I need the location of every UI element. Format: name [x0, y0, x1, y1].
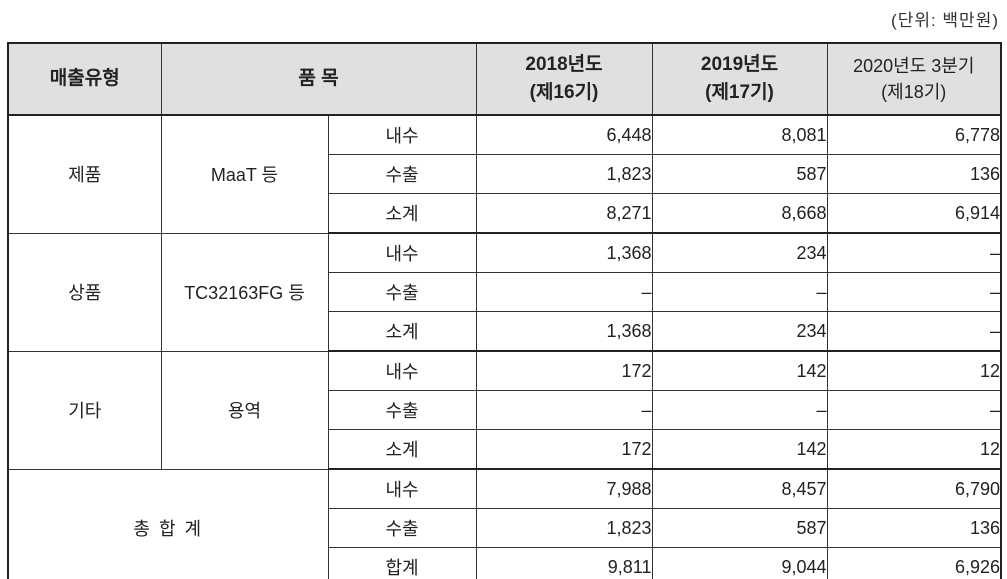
cell-value-2019: 234 — [651, 311, 828, 352]
col-header-sales-type: 매출유형 — [7, 42, 162, 116]
cell-item-product: MaaT 등 — [160, 114, 329, 234]
cell-value-2018: 7,988 — [475, 468, 653, 509]
header-row: 매출유형 품 목 2018년도 (제16기) 2019년도 (제17기) 202… — [7, 42, 1002, 116]
cell-item-goods: TC32163FG 등 — [160, 232, 329, 352]
cell-value-2020: – — [826, 272, 1002, 312]
table-row: 합계 9,811 9,044 6,926 — [8, 547, 1002, 579]
cell-value-2019: 587 — [651, 508, 828, 548]
cell-value-2019: 9,044 — [651, 547, 828, 579]
table-row: 수출 – – – — [8, 272, 1002, 312]
cell-value-2018: 1,823 — [475, 508, 653, 548]
cell-row-label: 소계 — [327, 193, 477, 234]
col-header-2020: 2020년도 3분기 (제18기) — [826, 42, 1002, 116]
table-body: 제품 MaaT 등 내수 6,448 8,081 6,778 수출 1,823 … — [7, 114, 1002, 579]
table-row: 소계 8,271 8,668 6,914 — [8, 193, 1002, 234]
cell-value-2019: 142 — [651, 350, 828, 391]
unit-note: (단위: 백만원) — [891, 11, 999, 30]
cell-grand-total-label: 총 합 계 — [7, 468, 329, 579]
sales-by-type-table: 매출유형 품 목 2018년도 (제16기) 2019년도 (제17기) 202… — [7, 42, 1002, 579]
cell-value-2018: 8,271 — [475, 193, 653, 234]
cell-value-2018: 172 — [475, 429, 653, 470]
table-row: 소계 172 142 12 — [8, 429, 1002, 470]
cell-value-2018: – — [475, 390, 653, 430]
cell-value-2020: 6,926 — [826, 547, 1002, 579]
cell-value-2020: – — [826, 390, 1002, 430]
cell-value-2020: – — [826, 232, 1002, 273]
cell-row-label: 수출 — [327, 272, 477, 312]
cell-value-2020: 136 — [826, 154, 1002, 194]
table-row: 상품 TC32163FG 등 내수 1,368 234 – — [7, 232, 1002, 352]
cell-sales-type-goods: 상품 — [7, 232, 162, 352]
cell-value-2020: 6,778 — [826, 114, 1002, 155]
col-header-2018: 2018년도 (제16기) — [475, 42, 653, 116]
table-row: 소계 1,368 234 – — [8, 311, 1002, 352]
cell-value-2019: 587 — [651, 154, 828, 194]
cell-value-2018: 1,368 — [475, 311, 653, 352]
cell-row-label: 내수 — [327, 468, 477, 509]
cell-sales-type-other: 기타 — [7, 350, 162, 470]
cell-value-2020: 12 — [826, 350, 1002, 391]
cell-row-label: 내수 — [327, 232, 477, 273]
cell-value-2018: 6,448 — [475, 114, 653, 155]
cell-value-2020: 136 — [826, 508, 1002, 548]
cell-value-2019: – — [651, 272, 828, 312]
cell-value-2020: 6,914 — [826, 193, 1002, 234]
cell-value-2018: – — [475, 272, 653, 312]
cell-value-2019: – — [651, 390, 828, 430]
table-row: 제품 MaaT 등 내수 6,448 8,081 6,778 — [7, 114, 1002, 234]
cell-sales-type-product: 제품 — [7, 114, 162, 234]
cell-row-label: 소계 — [327, 311, 477, 352]
cell-row-label: 소계 — [327, 429, 477, 470]
cell-value-2019: 8,668 — [651, 193, 828, 234]
col-header-2019: 2019년도 (제17기) — [651, 42, 828, 116]
cell-row-label: 수출 — [327, 154, 477, 194]
cell-row-label: 수출 — [327, 508, 477, 548]
cell-row-label: 합계 — [327, 547, 477, 579]
table-row: 총 합 계 내수 7,988 8,457 6,790 — [7, 468, 1002, 579]
table-row: 수출 1,823 587 136 — [8, 508, 1002, 548]
cell-value-2019: 142 — [651, 429, 828, 470]
cell-value-2018: 172 — [475, 350, 653, 391]
cell-value-2018: 1,368 — [475, 232, 653, 273]
cell-value-2019: 234 — [651, 232, 828, 273]
cell-value-2020: – — [826, 311, 1002, 352]
table-header: 매출유형 품 목 2018년도 (제16기) 2019년도 (제17기) 202… — [7, 42, 1002, 116]
col-header-item: 품 목 — [160, 42, 477, 116]
cell-value-2019: 8,457 — [651, 468, 828, 509]
table-row: 수출 – – – — [8, 390, 1002, 430]
cell-value-2018: 9,811 — [475, 547, 653, 579]
cell-value-2018: 1,823 — [475, 154, 653, 194]
cell-row-label: 내수 — [327, 350, 477, 391]
cell-value-2019: 8,081 — [651, 114, 828, 155]
cell-row-label: 내수 — [327, 114, 477, 155]
table-row: 수출 1,823 587 136 — [8, 154, 1002, 194]
cell-row-label: 수출 — [327, 390, 477, 430]
cell-item-other: 용역 — [160, 350, 329, 470]
cell-value-2020: 12 — [826, 429, 1002, 470]
cell-value-2020: 6,790 — [826, 468, 1002, 509]
table-row: 기타 용역 내수 172 142 12 — [7, 350, 1002, 470]
